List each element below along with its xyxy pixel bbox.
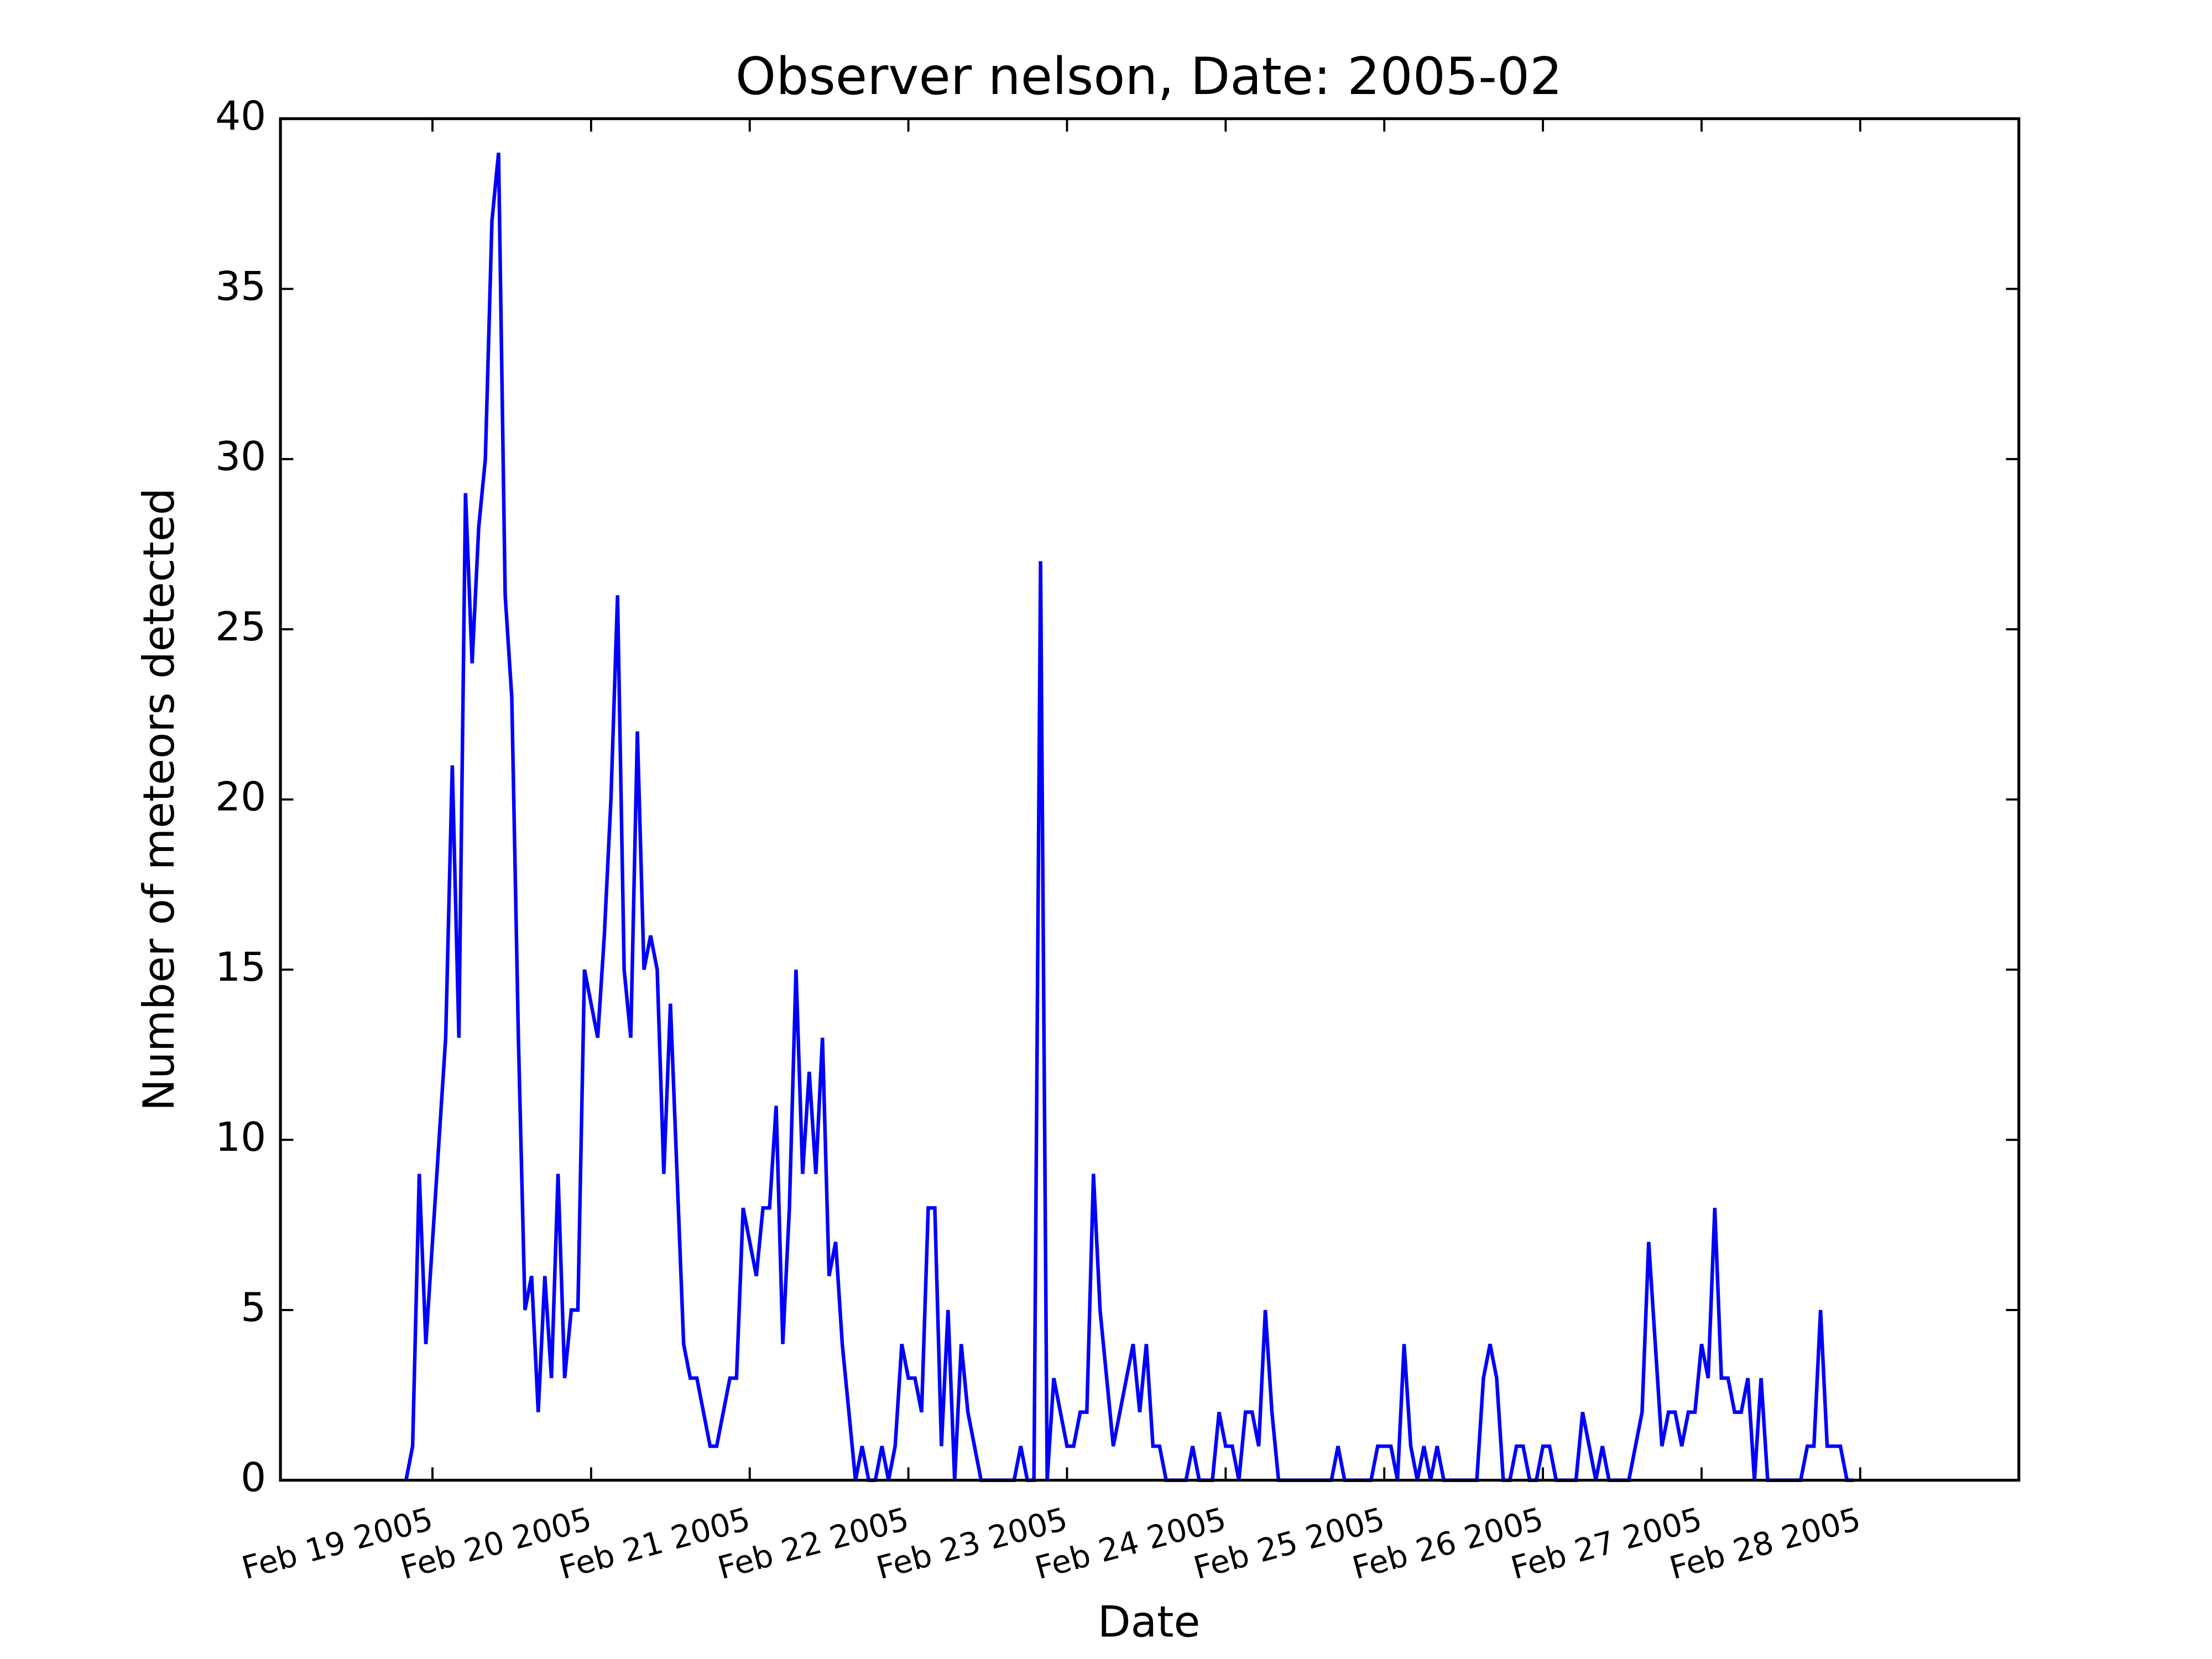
y-tick-label: 0	[241, 1455, 266, 1501]
y-tick-label: 25	[215, 604, 266, 650]
y-tick-label: 15	[215, 944, 266, 990]
y-axis-label: Number of meteors detected	[134, 488, 184, 1111]
y-tick-label: 5	[241, 1285, 266, 1331]
y-tick-label: 35	[215, 263, 266, 310]
plot-frame	[279, 117, 2021, 1482]
x-axis-label: Date	[1098, 1597, 1201, 1647]
chart-title: Observer nelson, Date: 2005-02	[735, 46, 1562, 106]
y-tick-label: 20	[215, 774, 266, 821]
y-tick-label: 10	[215, 1114, 266, 1161]
data-line	[404, 152, 1854, 1482]
y-tick-label: 40	[215, 93, 266, 140]
y-tick-label: 30	[215, 434, 266, 480]
